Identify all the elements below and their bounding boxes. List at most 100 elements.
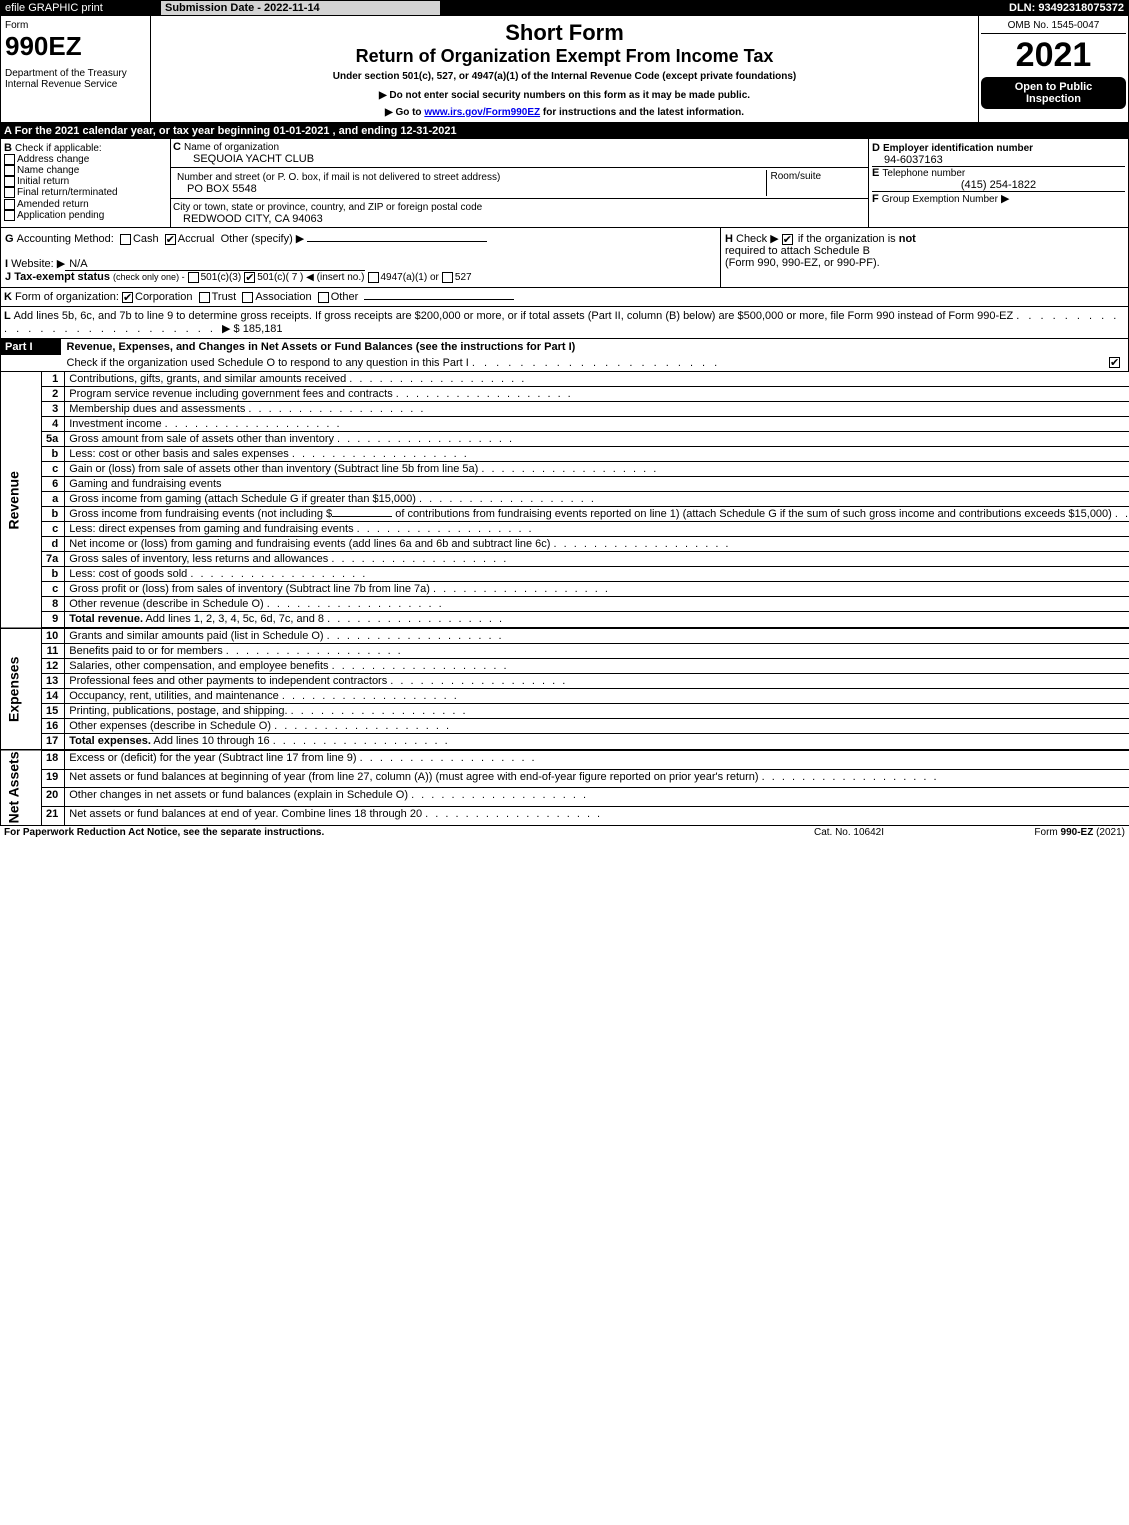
omb: OMB No. 1545-0047 bbox=[981, 18, 1126, 34]
line-no: 14 bbox=[42, 689, 65, 704]
line-desc: Occupancy, rent, utilities, and maintena… bbox=[65, 689, 1129, 704]
partI-check-row: Check if the organization used Schedule … bbox=[61, 355, 1129, 371]
title-main: Return of Organization Exempt From Incom… bbox=[155, 46, 974, 67]
L-text: Add lines 5b, 6c, and 7b to line 9 to de… bbox=[14, 310, 1014, 322]
checkbox-k-opt[interactable] bbox=[318, 292, 329, 303]
line-desc: Other revenue (describe in Schedule O) .… bbox=[65, 597, 1129, 612]
H-text1: if the organization is bbox=[798, 233, 899, 245]
line-no: 20 bbox=[42, 788, 65, 807]
I-label: Website: ▶ bbox=[11, 258, 65, 270]
org-name: SEQUOIA YACHT CLUB bbox=[173, 153, 314, 165]
K-row: K Form of organization: Corporation Trus… bbox=[0, 288, 1129, 307]
line-no: 4 bbox=[42, 417, 65, 432]
L-arrow: ▶ $ bbox=[222, 323, 240, 335]
checkbox-cash[interactable] bbox=[120, 234, 131, 245]
line-no: 21 bbox=[42, 807, 65, 826]
G-other: Other (specify) ▶ bbox=[221, 233, 305, 245]
line-no: c bbox=[42, 582, 65, 597]
line-no: 2 bbox=[42, 387, 65, 402]
checkbox-501c3[interactable] bbox=[188, 272, 199, 283]
line-desc: Net income or (loss) from gaming and fun… bbox=[65, 537, 1129, 552]
line-desc: Less: direct expenses from gaming and fu… bbox=[65, 522, 1129, 537]
addr-label: Number and street (or P. O. box, if mail… bbox=[177, 172, 500, 183]
checkbox-k-opt[interactable] bbox=[122, 292, 133, 303]
line-B: B Check if applicable: bbox=[4, 142, 167, 154]
footer-left: For Paperwork Reduction Act Notice, see … bbox=[0, 826, 749, 839]
checkbox-accrual[interactable] bbox=[165, 234, 176, 245]
L-val: 185,181 bbox=[243, 323, 283, 335]
subtitle: Under section 501(c), 527, or 4947(a)(1)… bbox=[155, 71, 974, 82]
H-text2: required to attach Schedule B bbox=[725, 245, 870, 257]
line-no: 17 bbox=[42, 734, 65, 751]
partI-check-text: Check if the organization used Schedule … bbox=[67, 357, 469, 369]
checkbox-k-opt[interactable] bbox=[242, 292, 253, 303]
line-desc: Gross amount from sale of assets other t… bbox=[65, 432, 1129, 447]
line-no: 18 bbox=[42, 750, 65, 769]
efile-label[interactable]: efile GRAPHIC print bbox=[1, 1, 161, 16]
phone: (415) 254-1822 bbox=[872, 179, 1125, 191]
line-no: b bbox=[42, 447, 65, 462]
instructions-line: ▶ Go to www.irs.gov/Form990EZ for instru… bbox=[155, 107, 974, 118]
line-no: b bbox=[42, 507, 65, 522]
footer: For Paperwork Reduction Act Notice, see … bbox=[0, 826, 1129, 839]
instr-prefix: ▶ Go to bbox=[385, 107, 424, 118]
checkbox-b-opt[interactable] bbox=[4, 210, 15, 221]
J-opt4: 527 bbox=[455, 272, 472, 283]
partI-hdr-text: Revenue, Expenses, and Changes in Net As… bbox=[61, 339, 1129, 355]
line-desc: Gain or (loss) from sale of assets other… bbox=[65, 462, 1129, 477]
line-F: F Group Exemption Number ▶ bbox=[872, 191, 1125, 205]
tax-year: 2021 bbox=[981, 34, 1126, 77]
line-no: 16 bbox=[42, 719, 65, 734]
D-label: Employer identification number bbox=[883, 143, 1033, 154]
line-desc: Program service revenue including govern… bbox=[65, 387, 1129, 402]
website: N/A bbox=[65, 258, 365, 271]
checkbox-b-opt[interactable] bbox=[4, 154, 15, 165]
line-no: 3 bbox=[42, 402, 65, 417]
checkbox-b-opt[interactable] bbox=[4, 187, 15, 198]
instructions-link[interactable]: www.irs.gov/Form990EZ bbox=[424, 107, 540, 118]
line-no: c bbox=[42, 462, 65, 477]
gh-row: G Accounting Method: Cash Accrual Other … bbox=[0, 228, 1129, 288]
checkbox-b-opt[interactable] bbox=[4, 176, 15, 187]
line-no: 1 bbox=[42, 372, 65, 387]
checkbox-partI-scheduleO[interactable] bbox=[1109, 357, 1120, 368]
line-no: 10 bbox=[42, 628, 65, 644]
line-D: D Employer identification number bbox=[872, 142, 1125, 154]
expenses-label: Expenses bbox=[1, 628, 42, 750]
header-block: Form 990EZ Department of the Treasury In… bbox=[0, 16, 1129, 123]
checkbox-k-opt[interactable] bbox=[199, 292, 210, 303]
line-no: 9 bbox=[42, 612, 65, 629]
line-no: c bbox=[42, 522, 65, 537]
line-desc: Other changes in net assets or fund bala… bbox=[65, 788, 1129, 807]
G-label: Accounting Method: bbox=[17, 233, 114, 245]
line-desc: Net assets or fund balances at end of ye… bbox=[65, 807, 1129, 826]
line-desc: Gross profit or (loss) from sales of inv… bbox=[65, 582, 1129, 597]
checkbox-b-opt[interactable] bbox=[4, 165, 15, 176]
line-no: 19 bbox=[42, 769, 65, 788]
checkbox-4947[interactable] bbox=[368, 272, 379, 283]
partI-header: Part I Revenue, Expenses, and Changes in… bbox=[0, 339, 1129, 371]
checkbox-501c[interactable] bbox=[244, 272, 255, 283]
line-no: b bbox=[42, 567, 65, 582]
line-no: a bbox=[42, 492, 65, 507]
J-sub: (check only one) - bbox=[113, 272, 185, 282]
checkbox-b-opt[interactable] bbox=[4, 199, 15, 210]
J-opt1: 501(c)(3) bbox=[201, 272, 242, 283]
F-arrow: ▶ bbox=[1001, 193, 1009, 205]
line-desc: Total expenses. Add lines 10 through 16 … bbox=[65, 734, 1129, 751]
checkbox-H[interactable] bbox=[782, 234, 793, 245]
dln: DLN: 93492318075372 bbox=[929, 1, 1129, 16]
line-E: E Telephone number bbox=[872, 166, 1125, 179]
title-short: Short Form bbox=[155, 20, 974, 46]
footer-right: Form 990-EZ (2021) bbox=[949, 826, 1129, 839]
line-no: 15 bbox=[42, 704, 65, 719]
line-desc: Gaming and fundraising events bbox=[65, 477, 1129, 492]
G-accrual: Accrual bbox=[178, 233, 215, 245]
line-no: d bbox=[42, 537, 65, 552]
submission-date: Submission Date - 2022-11-14 bbox=[161, 1, 441, 16]
J-label: Tax-exempt status bbox=[14, 271, 110, 283]
checkbox-527[interactable] bbox=[442, 272, 453, 283]
J-opt3: 4947(a)(1) or bbox=[381, 272, 439, 283]
form-number: 990EZ bbox=[5, 31, 146, 62]
F-label: Group Exemption Number bbox=[882, 194, 998, 205]
